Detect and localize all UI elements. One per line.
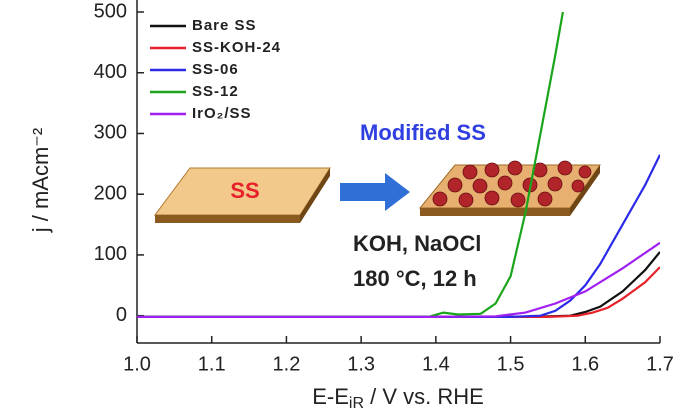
x-tick-label: 1.2 <box>273 353 301 375</box>
legend-label: SS-06 <box>192 61 239 78</box>
legend-label: SS-KOH-24 <box>192 39 281 56</box>
plot-area <box>137 11 660 318</box>
annotation-modified: Modified SS <box>360 120 486 145</box>
annotation-conditions: 180 °C, 12 h <box>353 266 477 291</box>
y-tick-label: 400 <box>94 61 127 83</box>
annotation-reagents: KOH, NaOCl <box>353 231 481 256</box>
y-tick-label: 200 <box>94 182 127 204</box>
series-line <box>137 241 660 318</box>
x-tick-label: 1.7 <box>646 353 674 375</box>
x-label-main: E-E <box>312 384 349 409</box>
series-line <box>137 11 564 318</box>
legend-label: IrO₂/SS <box>192 105 252 122</box>
x-label-sub: iR <box>349 395 364 412</box>
x-tick-label: 1.6 <box>571 353 599 375</box>
y-tick-label: 100 <box>94 243 127 265</box>
y-tick-label: 500 <box>94 0 127 22</box>
x-label-rest: / V vs. RHE <box>364 384 484 409</box>
y-tick-label: 300 <box>94 122 127 144</box>
legend-label: SS-12 <box>192 83 239 100</box>
x-tick-label: 1.3 <box>347 353 375 375</box>
legend-label: Bare SS <box>192 17 257 34</box>
y-tick-label: 0 <box>116 304 127 326</box>
x-tick-label: 1.4 <box>422 353 450 375</box>
x-tick-label: 1.0 <box>123 353 151 375</box>
x-tick-label: 1.5 <box>497 353 525 375</box>
x-axis-label: E-EiR / V vs. RHE <box>312 384 484 412</box>
y-axis-label: j / mAcm⁻² <box>28 128 53 234</box>
annotation-plate: SS <box>230 178 259 203</box>
x-tick-label: 1.1 <box>198 353 226 375</box>
